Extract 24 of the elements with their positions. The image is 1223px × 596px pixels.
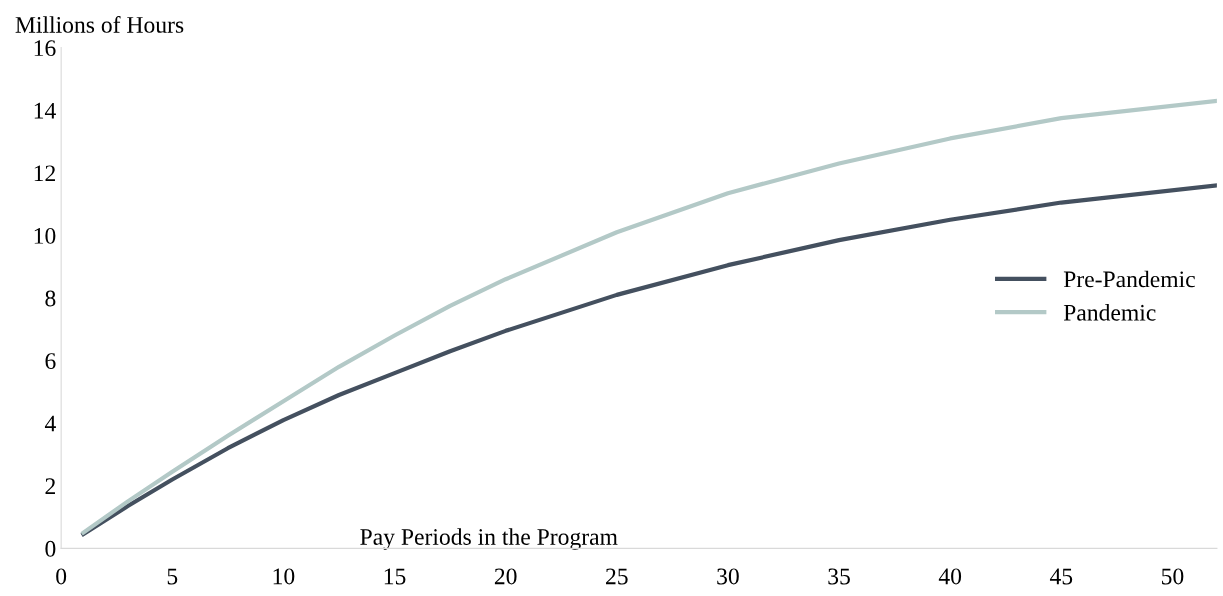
x-tick-label: 35 [828, 568, 850, 585]
x-tick-label: 20 [494, 568, 517, 585]
x-tick-label: 40 [938, 568, 962, 585]
x-tick-label: 45 [1049, 568, 1073, 585]
x-tick-label: 0 [56, 568, 67, 585]
x-tick-label: 50 [1162, 568, 1184, 585]
x-tick-label: 10 [273, 568, 295, 585]
y-tick-label: 8 [45, 290, 56, 307]
y-tick-label: 12 [34, 165, 55, 182]
x-axis-title: Pay Periods in the Program [360, 528, 618, 550]
legend-label: Pre-Pandemic [1063, 270, 1195, 288]
y-tick-label: 4 [44, 415, 56, 432]
y-tick-label: 0 [45, 540, 56, 557]
x-tick-label: 30 [717, 568, 739, 585]
x-tick-label: 15 [384, 568, 406, 585]
x-tick-label: 25 [606, 568, 628, 585]
y-tick-label: 16 [34, 40, 56, 57]
y-tick-label: 10 [34, 227, 56, 244]
legend-label: Pandemic [1063, 304, 1156, 321]
y-tick-label: 6 [45, 353, 56, 369]
y-axis-title: Millions of Hours [15, 16, 184, 33]
y-tick-label: 2 [45, 478, 55, 494]
x-tick-label: 5 [167, 568, 178, 585]
y-tick-label: 14 [34, 102, 56, 119]
